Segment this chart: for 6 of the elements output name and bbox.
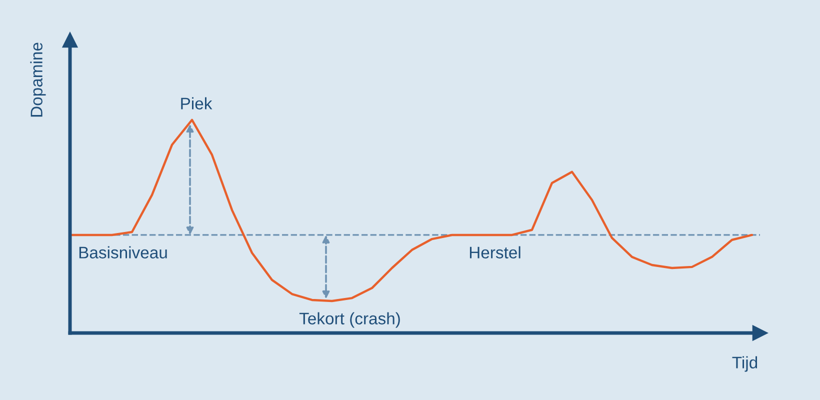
annotation: Basisniveau bbox=[79, 246, 167, 258]
text: Piek bbox=[181, 97, 212, 110]
x-axis-title: Tijd bbox=[732, 356, 758, 372]
annotation: Herstel bbox=[470, 246, 520, 258]
y-axis-title: Dopamine bbox=[30, 42, 46, 117]
annotation: Tekort (crash) bbox=[299, 312, 400, 328]
